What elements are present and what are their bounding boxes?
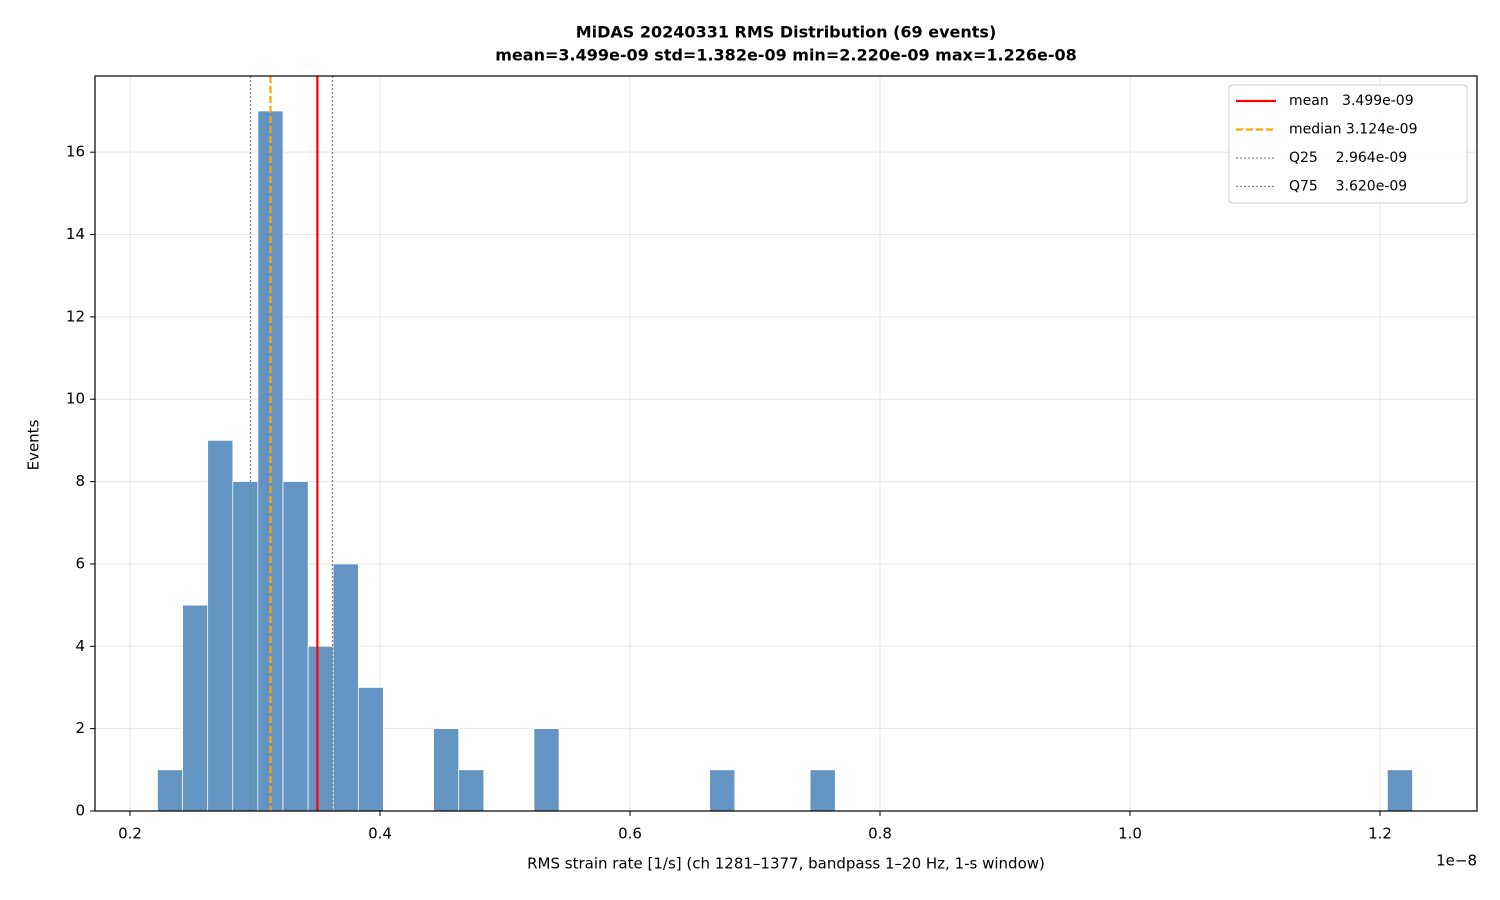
legend-label: mean 3.499e-09 (1289, 93, 1414, 109)
y-tick-label: 0 (75, 802, 85, 820)
legend-label: median 3.124e-09 (1289, 122, 1418, 138)
chart-subtitle: mean=3.499e-09 std=1.382e-09 min=2.220e-… (495, 46, 1076, 65)
x-tick-label: 1.2 (1368, 825, 1392, 843)
bar (182, 604, 209, 812)
plot-frame (94, 75, 1478, 812)
bar (282, 481, 309, 812)
y-axis-label: Events (25, 419, 43, 470)
legend-label: Q25 2.964e-09 (1289, 150, 1407, 166)
bar (533, 728, 560, 812)
bar (307, 645, 334, 812)
bar (157, 769, 183, 812)
y-tick-label: 4 (75, 637, 85, 655)
bar (357, 687, 384, 812)
y-tick-label: 8 (75, 472, 85, 490)
y-tick-label: 16 (66, 143, 85, 161)
bar (458, 769, 485, 812)
bar (709, 769, 736, 812)
bar (332, 563, 359, 812)
x-axis-label: RMS strain rate [1/s] (ch 1281–1377, ban… (527, 855, 1045, 873)
bar (809, 769, 836, 812)
x-tick-label: 0.4 (368, 825, 392, 843)
x-tick-label: 1.0 (1118, 825, 1142, 843)
y-tick-label: 12 (66, 307, 85, 325)
y-tick-label: 10 (66, 390, 85, 408)
legend-label: Q75 3.620e-09 (1289, 179, 1407, 195)
legend-box (1228, 84, 1468, 204)
bar (433, 728, 460, 812)
x-tick-label: 0.2 (118, 825, 142, 843)
chart-title: MiDAS 20240331 RMS Distribution (69 even… (576, 23, 997, 42)
bar (1387, 769, 1413, 812)
y-tick-label: 6 (75, 554, 85, 572)
x-tick-label: 0.8 (868, 825, 892, 843)
bar (207, 440, 234, 812)
y-tick-label: 14 (66, 225, 85, 243)
y-tick-label: 2 (75, 719, 85, 737)
x-tick-label: 0.6 (618, 825, 642, 843)
x-offset-label: 1e−8 (1436, 852, 1477, 870)
bar (232, 481, 259, 812)
